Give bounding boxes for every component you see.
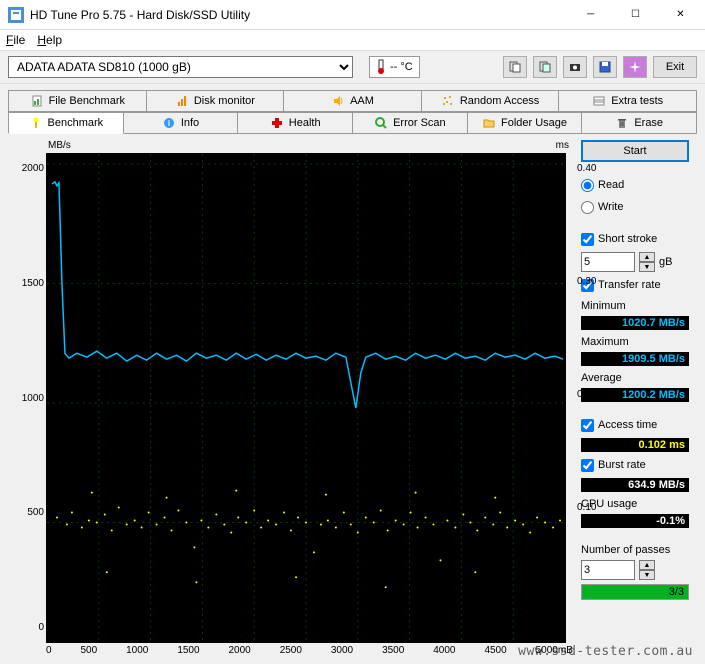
temp-value: -- °C <box>390 61 413 73</box>
passes-label: Number of passes <box>581 544 689 556</box>
tab-erase[interactable]: Erase <box>581 112 697 134</box>
titlebar: HD Tune Pro 5.75 - Hard Disk/SSD Utility… <box>0 0 705 30</box>
benchmark-chart <box>46 153 566 643</box>
tab-folder-usage[interactable]: Folder Usage <box>467 112 583 134</box>
minimize-button[interactable]: ─ <box>568 0 613 29</box>
maximize-button[interactable]: ☐ <box>613 0 658 29</box>
menu-help[interactable]: Help <box>37 33 62 47</box>
tab-row-top: File Benchmark Disk monitor AAM Random A… <box>8 90 697 112</box>
spin-up[interactable]: ▲ <box>639 252 655 262</box>
tab-info[interactable]: iInfo <box>123 112 239 134</box>
monitor-icon <box>175 94 189 108</box>
close-button[interactable]: ✕ <box>658 0 703 29</box>
erase-icon <box>615 116 629 130</box>
temp-indicator: -- °C <box>369 56 420 78</box>
start-button[interactable]: Start <box>581 140 689 162</box>
tab-row-bottom: Benchmark iInfo Health Error Scan Folder… <box>8 112 697 134</box>
y-right-label: ms <box>556 140 569 151</box>
extra-icon <box>592 94 606 108</box>
exit-button[interactable]: Exit <box>653 56 697 78</box>
copy-button[interactable] <box>503 56 527 78</box>
device-select[interactable]: ADATA ADATA SD810 (1000 gB) <box>8 56 353 78</box>
tab-benchmark[interactable]: Benchmark <box>8 112 124 134</box>
y-axis-right: 0.40 0.30 0.20 0.10 <box>577 163 605 513</box>
x-axis: 0500100015002000250030003500400045005000… <box>8 643 573 656</box>
save-button[interactable] <box>593 56 617 78</box>
cpu-value: -0.1% <box>581 514 689 528</box>
bench-icon <box>29 116 43 130</box>
health-icon <box>270 116 284 130</box>
settings-button[interactable] <box>623 56 647 78</box>
tab-error-scan[interactable]: Error Scan <box>352 112 468 134</box>
progress-bar: 3/3 <box>581 584 689 600</box>
aam-icon <box>331 94 345 108</box>
copy2-button[interactable] <box>533 56 557 78</box>
menu-file[interactable]: File <box>6 33 25 47</box>
error-icon <box>374 116 388 130</box>
spin-down[interactable]: ▼ <box>639 262 655 272</box>
tab-aam[interactable]: AAM <box>283 90 422 112</box>
passes-input[interactable] <box>581 560 635 580</box>
tab-file-benchmark[interactable]: File Benchmark <box>8 90 147 112</box>
file-bench-icon <box>30 94 44 108</box>
y-left-label: MB/s <box>48 140 71 151</box>
thermometer-icon <box>376 59 386 75</box>
y-axis-left: 2000 1500 1000 500 0 <box>8 163 44 633</box>
tab-disk-monitor[interactable]: Disk monitor <box>146 90 285 112</box>
tab-health[interactable]: Health <box>237 112 353 134</box>
menubar: File Help <box>0 30 705 50</box>
tab-random-access[interactable]: Random Access <box>421 90 560 112</box>
watermark: www.ssd-tester.com.au <box>518 644 693 659</box>
random-icon <box>441 94 455 108</box>
info-icon: i <box>162 116 176 130</box>
screenshot-button[interactable] <box>563 56 587 78</box>
passes-down[interactable]: ▼ <box>639 570 655 580</box>
passes-up[interactable]: ▲ <box>639 560 655 570</box>
tab-extra-tests[interactable]: Extra tests <box>558 90 697 112</box>
folder-icon <box>482 116 496 130</box>
window-title: HD Tune Pro 5.75 - Hard Disk/SSD Utility <box>30 8 568 22</box>
svg-text:i: i <box>168 119 170 128</box>
app-icon <box>8 7 24 23</box>
toolbar: ADATA ADATA SD810 (1000 gB) -- °C Exit <box>0 50 705 84</box>
